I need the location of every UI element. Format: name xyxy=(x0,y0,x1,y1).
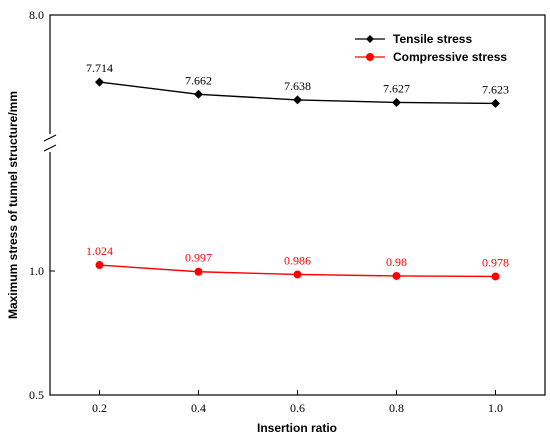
legend-label-tensile: Tensile stress xyxy=(393,32,472,46)
data-point-diamond xyxy=(194,89,203,99)
data-label: 1.024 xyxy=(86,244,113,258)
data-point-diamond xyxy=(491,98,500,108)
data-label: 0.978 xyxy=(482,255,509,269)
y-axis-ticks: 0.5 1.0 8.0 xyxy=(29,8,55,402)
x-tick-label: 0.2 xyxy=(92,401,107,415)
data-point-diamond xyxy=(95,77,104,87)
data-label: 7.638 xyxy=(284,79,311,93)
legend-item-compressive: Compressive stress xyxy=(355,50,507,64)
x-tick-label: 1.0 xyxy=(488,401,503,415)
data-label: 0.986 xyxy=(284,253,311,267)
data-point-circle xyxy=(491,272,500,281)
x-tick-label: 0.8 xyxy=(389,401,404,415)
data-point-circle xyxy=(95,261,104,270)
y-tick-label: 0.5 xyxy=(29,388,44,402)
y-tick-label: 8.0 xyxy=(29,8,44,22)
data-point-diamond xyxy=(392,97,401,107)
x-tick-label: 0.6 xyxy=(290,401,305,415)
data-label: 0.997 xyxy=(185,251,212,265)
y-axis-title: Maximum stress of tunnel structure/mm xyxy=(6,91,20,319)
data-label: 7.714 xyxy=(86,61,113,75)
x-tick-label: 0.4 xyxy=(191,401,206,415)
legend: Tensile stress Compressive stress xyxy=(355,32,507,64)
data-point-circle xyxy=(194,267,203,276)
x-axis-ticks: 0.2 0.4 0.6 0.8 1.0 xyxy=(92,390,503,415)
series-layer: 7.714 7.662 7.638 7.627 7.623 1.024 0.997 0.986… xyxy=(86,61,509,281)
data-point-circle xyxy=(293,270,302,279)
data-label: 0.98 xyxy=(386,255,407,269)
data-point-circle xyxy=(392,271,401,280)
data-point-diamond xyxy=(293,95,302,105)
data-label: 7.627 xyxy=(383,81,410,95)
plot-frame xyxy=(49,14,546,396)
x-axis-title: Insertion ratio xyxy=(257,421,337,435)
data-label: 7.623 xyxy=(482,82,509,96)
y-tick-label: 1.0 xyxy=(29,264,44,278)
legend-circle-marker xyxy=(366,53,374,61)
legend-label-compressive: Compressive stress xyxy=(393,50,507,64)
y-axis-break xyxy=(43,134,57,152)
data-label: 7.662 xyxy=(185,73,212,87)
legend-diamond-marker xyxy=(366,35,374,43)
legend-item-tensile: Tensile stress xyxy=(355,32,472,46)
